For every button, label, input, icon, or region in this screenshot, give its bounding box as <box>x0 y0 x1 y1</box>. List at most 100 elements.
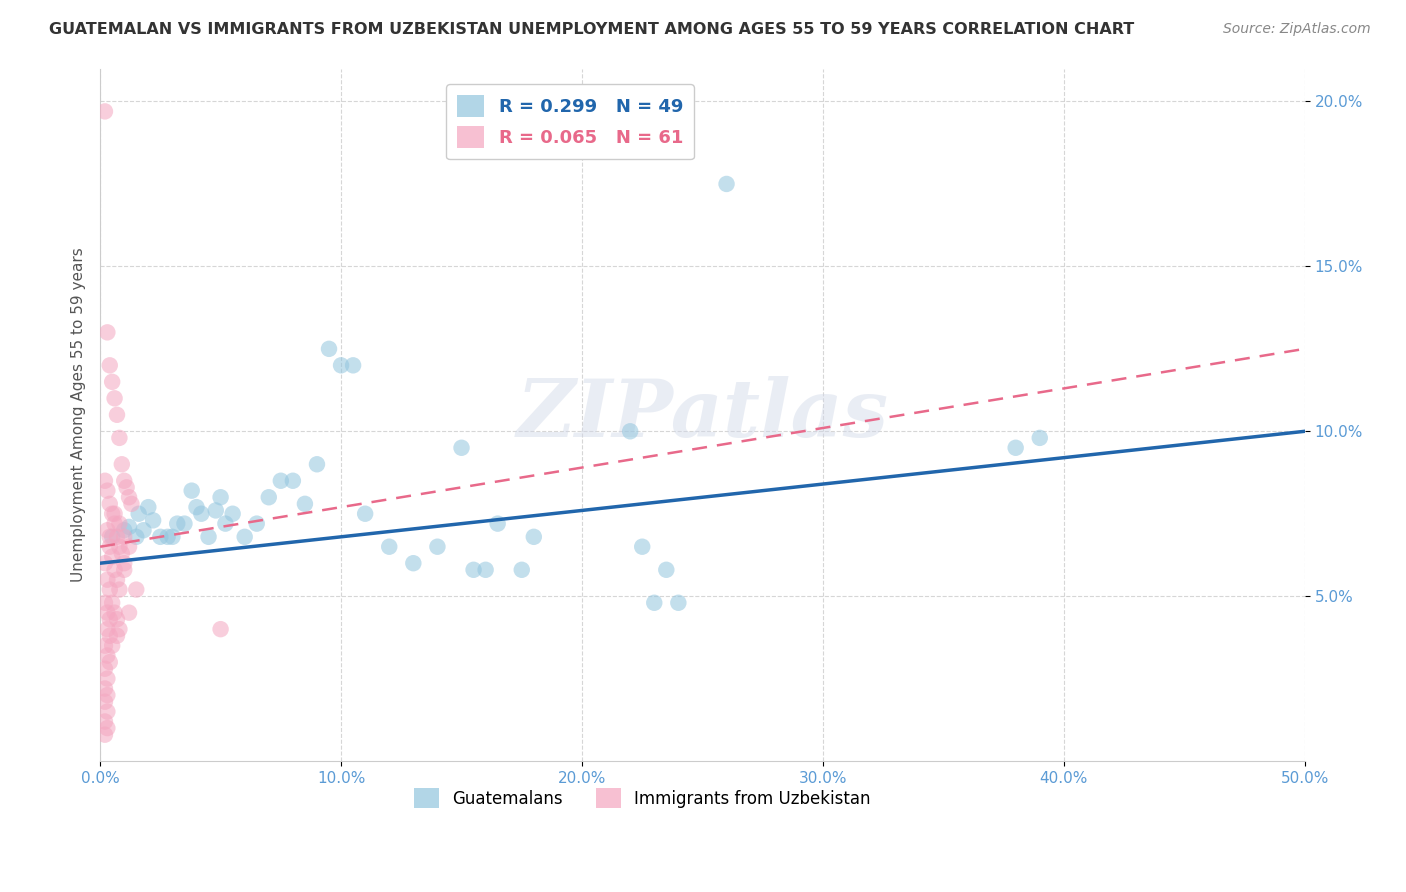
Point <box>96 483 118 498</box>
Point <box>142 513 165 527</box>
Point <box>474 563 496 577</box>
Point <box>270 474 292 488</box>
Point <box>103 507 125 521</box>
Text: GUATEMALAN VS IMMIGRANTS FROM UZBEKISTAN UNEMPLOYMENT AMONG AGES 55 TO 59 YEARS : GUATEMALAN VS IMMIGRANTS FROM UZBEKISTAN… <box>49 22 1135 37</box>
Point <box>108 431 131 445</box>
Point <box>136 500 159 515</box>
Point <box>108 622 131 636</box>
Point <box>112 530 135 544</box>
Point <box>342 359 364 373</box>
Point <box>105 573 128 587</box>
Point <box>118 606 141 620</box>
Point <box>96 672 118 686</box>
Point <box>128 507 150 521</box>
Point <box>173 516 195 531</box>
Point <box>190 507 212 521</box>
Point <box>105 612 128 626</box>
Point <box>105 629 128 643</box>
Point <box>98 530 121 544</box>
Point <box>108 540 131 554</box>
Point <box>94 104 117 119</box>
Point <box>209 622 232 636</box>
Point <box>523 530 546 544</box>
Point <box>98 497 121 511</box>
Point <box>246 516 269 531</box>
Point <box>294 497 316 511</box>
Point <box>96 721 118 735</box>
Point <box>96 573 118 587</box>
Point <box>101 507 124 521</box>
Point <box>120 497 142 511</box>
Point <box>166 516 188 531</box>
Point <box>96 523 118 537</box>
Point <box>643 596 665 610</box>
Point <box>112 563 135 577</box>
Point <box>125 582 148 597</box>
Point <box>118 490 141 504</box>
Point <box>101 596 124 610</box>
Point <box>101 549 124 564</box>
Point <box>115 480 138 494</box>
Point <box>149 530 172 544</box>
Point <box>101 639 124 653</box>
Point <box>96 326 118 340</box>
Point <box>1029 431 1052 445</box>
Point <box>305 457 328 471</box>
Point <box>96 622 118 636</box>
Point <box>101 375 124 389</box>
Point <box>631 540 654 554</box>
Point <box>98 359 121 373</box>
Point <box>98 655 121 669</box>
Point <box>716 177 738 191</box>
Point <box>103 606 125 620</box>
Point <box>103 392 125 406</box>
Point <box>486 516 509 531</box>
Point <box>402 556 425 570</box>
Point <box>118 520 141 534</box>
Text: Source: ZipAtlas.com: Source: ZipAtlas.com <box>1223 22 1371 37</box>
Text: ZIPatlas: ZIPatlas <box>516 376 889 453</box>
Point <box>426 540 449 554</box>
Point <box>96 648 118 663</box>
Point <box>94 695 117 709</box>
Point <box>257 490 280 504</box>
Point <box>96 705 118 719</box>
Point <box>197 530 219 544</box>
Point <box>204 503 226 517</box>
Point <box>655 563 678 577</box>
Point <box>111 546 134 560</box>
Point <box>112 474 135 488</box>
Point <box>162 530 184 544</box>
Point <box>94 662 117 676</box>
Point <box>156 530 179 544</box>
Point <box>214 516 236 531</box>
Point <box>180 483 202 498</box>
Point <box>118 540 141 554</box>
Point <box>463 563 485 577</box>
Point <box>101 530 124 544</box>
Point <box>94 639 117 653</box>
Point <box>378 540 401 554</box>
Point <box>318 342 340 356</box>
Point <box>96 688 118 702</box>
Point <box>354 507 377 521</box>
Point <box>112 556 135 570</box>
Point <box>94 714 117 729</box>
Point <box>186 500 208 515</box>
Point <box>108 582 131 597</box>
Point <box>510 563 533 577</box>
Point <box>281 474 304 488</box>
Point <box>98 540 121 554</box>
Point <box>98 582 121 597</box>
Point <box>98 612 121 626</box>
Point <box>94 728 117 742</box>
Legend: Guatemalans, Immigrants from Uzbekistan: Guatemalans, Immigrants from Uzbekistan <box>406 781 877 815</box>
Point <box>209 490 232 504</box>
Point <box>221 507 243 521</box>
Point <box>125 530 148 544</box>
Y-axis label: Unemployment Among Ages 55 to 59 years: Unemployment Among Ages 55 to 59 years <box>72 247 86 582</box>
Point <box>105 408 128 422</box>
Point <box>103 563 125 577</box>
Point <box>94 474 117 488</box>
Point <box>94 556 117 570</box>
